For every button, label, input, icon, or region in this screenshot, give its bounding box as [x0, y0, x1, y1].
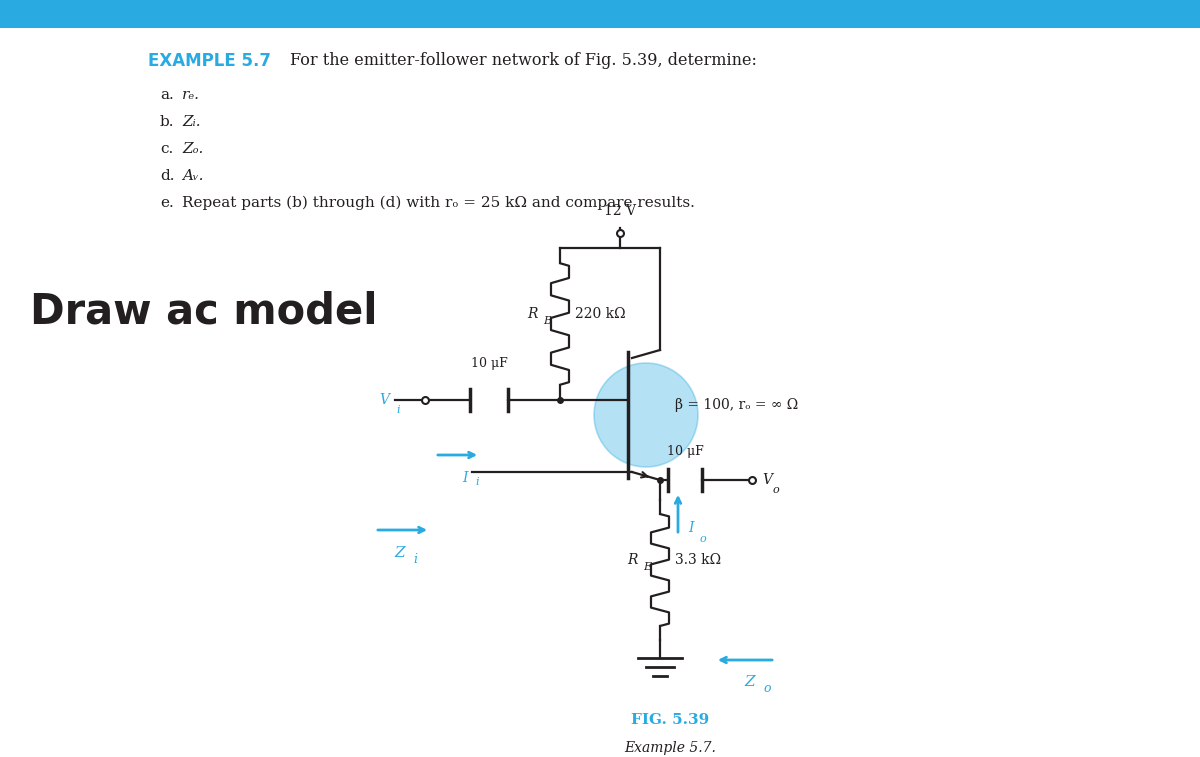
- Text: 10 μF: 10 μF: [470, 357, 508, 370]
- Text: 10 μF: 10 μF: [667, 445, 703, 458]
- Text: o: o: [773, 485, 780, 495]
- Text: E: E: [643, 562, 650, 572]
- Text: c.: c.: [160, 142, 173, 156]
- Text: Zᵢ.: Zᵢ.: [182, 115, 200, 129]
- Text: Zₒ.: Zₒ.: [182, 142, 203, 156]
- Text: EXAMPLE 5.7: EXAMPLE 5.7: [148, 52, 271, 70]
- Text: i: i: [396, 405, 400, 415]
- Text: FIG. 5.39: FIG. 5.39: [631, 713, 709, 727]
- Text: 220 kΩ: 220 kΩ: [575, 307, 625, 321]
- Text: Aᵥ.: Aᵥ.: [182, 169, 204, 183]
- Text: Z: Z: [745, 675, 755, 689]
- Circle shape: [594, 363, 698, 467]
- Text: I: I: [462, 471, 468, 485]
- Text: b.: b.: [160, 115, 174, 129]
- Text: i: i: [413, 553, 418, 566]
- Text: a.: a.: [160, 88, 174, 102]
- Bar: [0, 0, 1200, 28]
- Text: d.: d.: [160, 169, 174, 183]
- Text: R: R: [628, 553, 638, 567]
- Text: Example 5.7.: Example 5.7.: [624, 741, 716, 755]
- Text: R: R: [528, 307, 538, 321]
- Text: o: o: [763, 682, 770, 695]
- Text: o: o: [700, 534, 707, 544]
- Text: β = 100, rₒ = ∞ Ω: β = 100, rₒ = ∞ Ω: [674, 398, 798, 412]
- Text: I: I: [688, 521, 694, 535]
- Text: e.: e.: [160, 196, 174, 210]
- Text: Repeat parts (b) through (d) with rₒ = 25 kΩ and compare results.: Repeat parts (b) through (d) with rₒ = 2…: [182, 196, 695, 210]
- Text: Z: Z: [395, 546, 406, 560]
- Text: 12 V: 12 V: [604, 204, 636, 218]
- Text: B: B: [542, 316, 551, 326]
- Text: V: V: [379, 393, 389, 407]
- Text: i: i: [475, 477, 479, 487]
- Text: rₑ.: rₑ.: [182, 88, 200, 102]
- Text: V: V: [762, 473, 772, 487]
- Text: For the emitter-follower network of Fig. 5.39, determine:: For the emitter-follower network of Fig.…: [290, 52, 757, 69]
- Text: 3.3 kΩ: 3.3 kΩ: [674, 553, 721, 567]
- Text: Draw ac model: Draw ac model: [30, 290, 378, 332]
